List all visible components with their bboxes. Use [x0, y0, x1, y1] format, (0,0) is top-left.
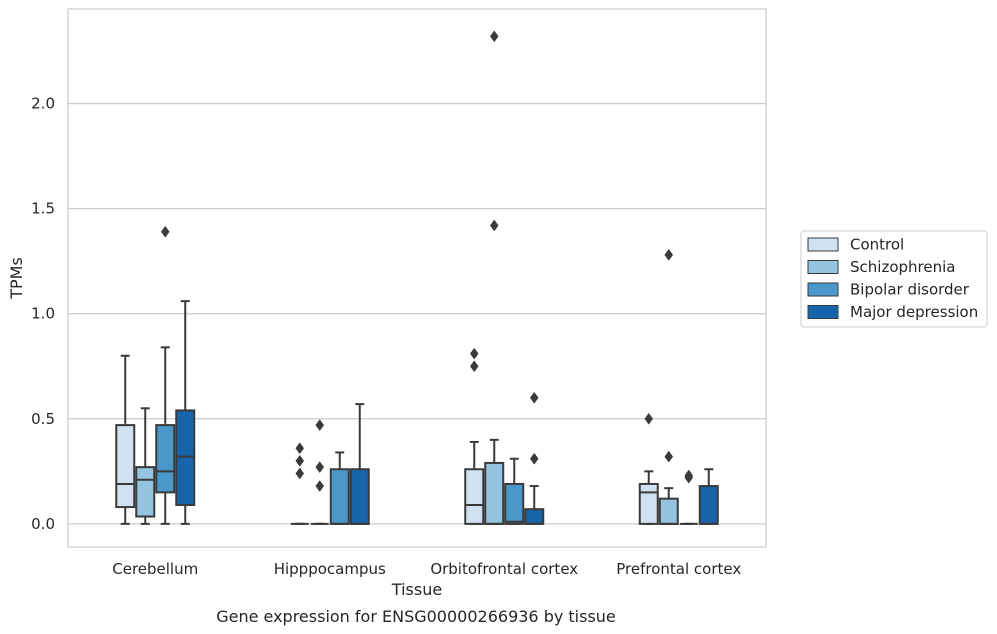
box-prefrontal-cortex-control: [638, 412, 659, 525]
legend-item-major-depression: Major depression: [807, 303, 978, 321]
box-orbitofrontal-cortex-major-depression: [524, 391, 545, 525]
legend-swatch: [807, 237, 839, 252]
outlier-point: [644, 412, 654, 425]
box-orbitofrontal-cortex-bipolar-disorder: [504, 457, 525, 525]
box-prefrontal-cortex-bipolar-disorder: [679, 469, 698, 525]
x-axis-title: Tissue: [391, 580, 442, 599]
box-body: [175, 409, 196, 506]
box-cerebellum-major-depression: [175, 300, 196, 525]
legend-swatch: [807, 282, 839, 297]
outlier-point: [489, 219, 499, 232]
x-tick-label: Hipppocampus: [274, 560, 386, 578]
outlier-point: [295, 454, 305, 467]
box-body: [115, 424, 136, 509]
box-body: [524, 508, 545, 525]
y-axis-title: TPMs: [7, 257, 26, 300]
box-hipppocampus-bipolar-disorder: [329, 451, 350, 525]
y-tick-label: 2.0: [31, 95, 55, 113]
box-body: [349, 468, 370, 525]
box-body: [484, 461, 505, 525]
y-tick-label: 1.5: [31, 200, 55, 218]
legend-swatch: [807, 260, 839, 274]
legend-swatch: [807, 305, 839, 319]
legend-label: Major depression: [850, 303, 978, 321]
box-hipppocampus-control: [290, 442, 309, 525]
legend-item-control: Control: [807, 236, 904, 254]
legend-label: Schizophrenia: [850, 258, 955, 276]
outlier-point: [684, 469, 694, 482]
legend-frame: [800, 230, 988, 328]
x-tick-label: Orbitofrontal cortex: [430, 560, 578, 578]
outlier-point: [529, 452, 539, 465]
box-body: [464, 468, 485, 525]
box-cerebellum-schizophrenia: [135, 407, 156, 525]
outlier-point: [315, 419, 325, 432]
outlier-point: [664, 248, 674, 261]
box-cerebellum-control: [115, 354, 136, 525]
box-cerebellum-bipolar-disorder: [155, 225, 176, 525]
box-prefrontal-cortex-major-depression: [698, 468, 719, 525]
y-tick-labels: 0.0 0.5 1.0 1.5 2.0: [31, 95, 55, 533]
box-hipppocampus-major-depression: [349, 403, 370, 525]
outlier-point: [295, 442, 305, 455]
figure-caption: Gene expression for ENSG00000266936 by t…: [216, 607, 616, 626]
outlier-point: [160, 225, 170, 238]
x-tick-labels: Cerebellum Hipppocampus Orbitofrontal cort…: [112, 560, 741, 578]
box-body: [329, 468, 350, 525]
boxes: [115, 30, 719, 525]
plot-area: [67, 8, 767, 548]
box-hipppocampus-schizophrenia: [310, 419, 329, 525]
y-tick-label: 1.0: [31, 305, 55, 323]
legend-items: Control Schizophrenia Bipolar disorder Majo…: [807, 236, 978, 321]
box-body: [698, 485, 719, 525]
box-body: [155, 424, 176, 494]
outlier-point: [469, 347, 479, 360]
legend-item-schizophrenia: Schizophrenia: [807, 258, 955, 276]
legend-label: Control: [850, 236, 904, 254]
outlier-point: [295, 467, 305, 480]
box-body: [504, 482, 525, 525]
y-tick-label: 0.0: [31, 515, 55, 533]
box-body: [658, 497, 679, 525]
outlier-point: [489, 30, 499, 43]
x-tick-label: Cerebellum: [112, 560, 198, 578]
legend-label: Bipolar disorder: [850, 281, 970, 299]
y-tick-label: 0.5: [31, 410, 55, 428]
legend: Control Schizophrenia Bipolar disorder Majo…: [800, 230, 988, 328]
box-prefrontal-cortex-schizophrenia: [658, 248, 679, 525]
box-orbitofrontal-cortex-schizophrenia: [484, 30, 505, 525]
outlier-point: [469, 360, 479, 373]
box-body: [135, 466, 156, 518]
outlier-point: [315, 480, 325, 492]
outlier-point: [664, 450, 674, 463]
box-orbitofrontal-cortex-control: [464, 347, 485, 525]
outlier-point: [315, 461, 325, 474]
box-body: [638, 482, 659, 525]
legend-item-bipolar-disorder: Bipolar disorder: [807, 281, 970, 299]
outlier-point: [529, 391, 539, 404]
x-tick-label: Prefrontal cortex: [616, 560, 741, 578]
